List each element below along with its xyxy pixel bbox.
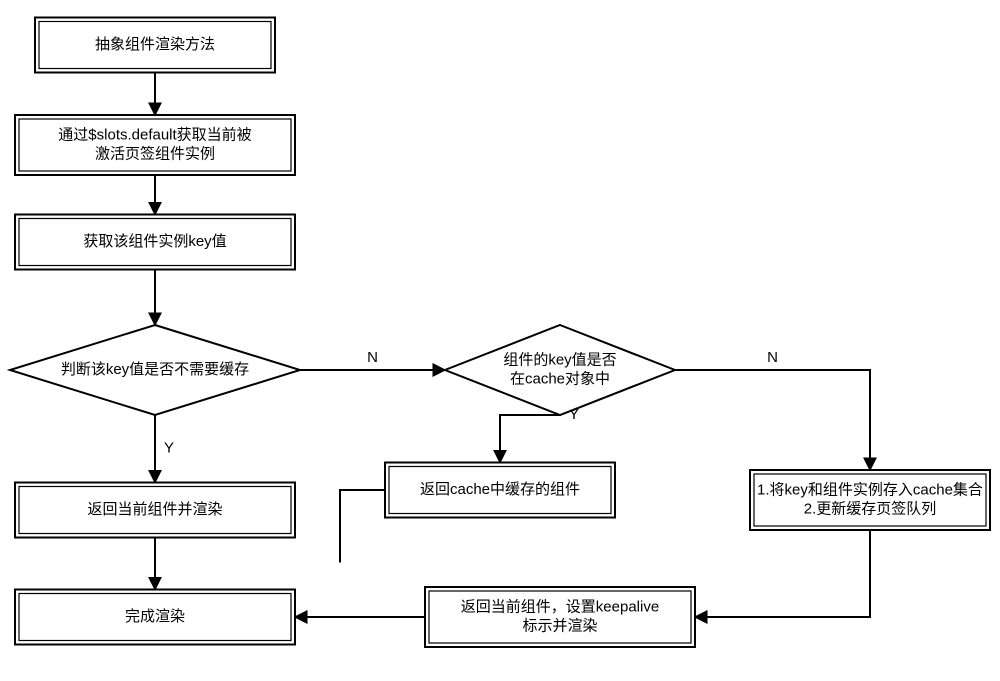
edge-label: N <box>767 349 778 366</box>
node-label: 组件的key值是否 <box>503 352 616 369</box>
edge <box>695 530 870 617</box>
edge <box>340 490 385 563</box>
node-label: 通过$slots.default获取当前被 <box>58 127 251 144</box>
process-node: 抽象组件渲染方法 <box>35 18 275 73</box>
node-label: 2.更新缓存页签队列 <box>804 500 937 517</box>
process-node: 返回当前组件并渲染 <box>15 483 295 538</box>
process-node: 完成渲染 <box>15 590 295 645</box>
process-node: 通过$slots.default获取当前被激活页签组件实例 <box>15 115 295 175</box>
node-label: 获取该组件实例key值 <box>83 233 226 250</box>
node-label: 激活页签组件实例 <box>95 145 215 162</box>
node-label: 完成渲染 <box>125 608 185 625</box>
edge <box>675 370 870 470</box>
node-label: 判断该key值是否不需要缓存 <box>61 361 249 378</box>
edge <box>500 415 560 463</box>
node-label: 标示并渲染 <box>522 617 597 634</box>
node-label: 返回当前组件，设置keepalive <box>461 599 659 616</box>
process-node: 1.将key和组件实例存入cache集合2.更新缓存页签队列 <box>750 470 990 530</box>
edge-label: Y <box>164 440 174 457</box>
process-node: 返回当前组件，设置keepalive标示并渲染 <box>425 587 695 647</box>
edge-label: N <box>367 349 378 366</box>
nodes-layer: 抽象组件渲染方法通过$slots.default获取当前被激活页签组件实例获取该… <box>10 18 990 648</box>
node-label: 抽象组件渲染方法 <box>95 36 215 53</box>
process-node: 返回cache中缓存的组件 <box>385 463 615 518</box>
process-node: 获取该组件实例key值 <box>15 215 295 270</box>
node-label: 在cache对象中 <box>510 370 610 387</box>
node-label: 返回cache中缓存的组件 <box>420 481 580 498</box>
decision-node: 判断该key值是否不需要缓存 <box>10 325 300 415</box>
node-label: 返回当前组件并渲染 <box>87 501 222 518</box>
node-label: 1.将key和组件实例存入cache集合 <box>757 482 983 499</box>
decision-node: 组件的key值是否在cache对象中 <box>445 325 675 415</box>
